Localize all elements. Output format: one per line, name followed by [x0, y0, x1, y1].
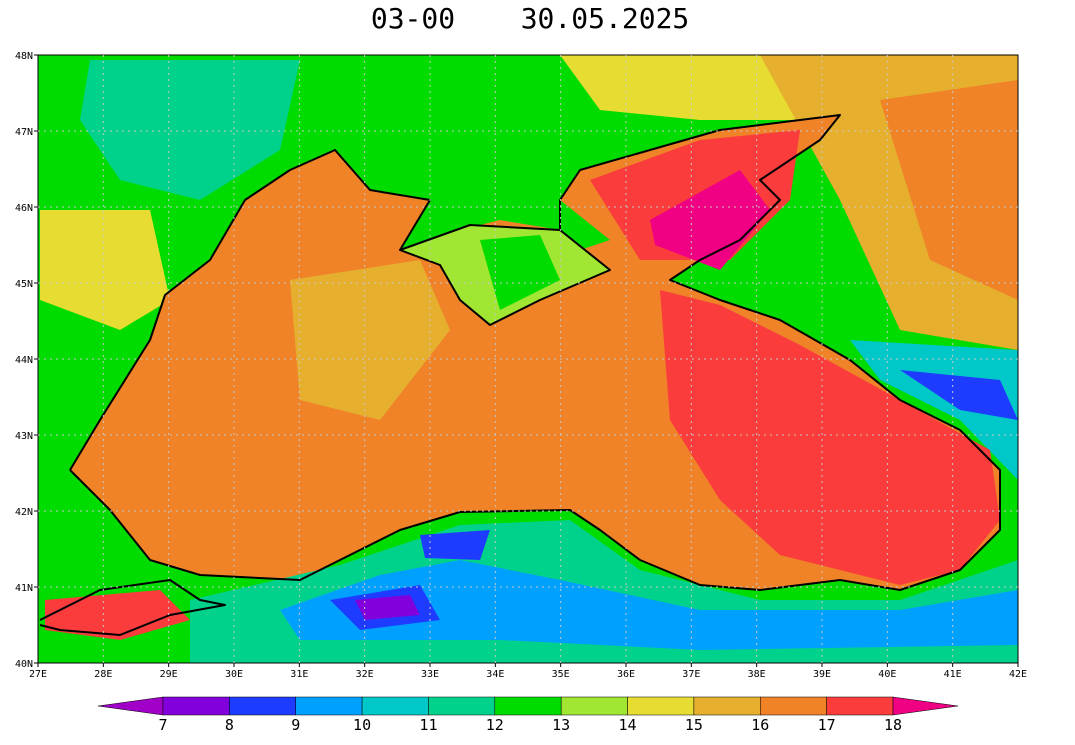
colorbar-segment — [162, 696, 230, 716]
colorbar-label: 10 — [353, 716, 371, 734]
lon-label: 36E — [617, 669, 635, 680]
colorbar-extend-high — [892, 696, 959, 716]
colorbar-label: 7 — [158, 716, 167, 734]
lon-label: 32E — [356, 669, 374, 680]
title-time: 03-00 — [371, 2, 455, 35]
colorbar-label: 8 — [225, 716, 234, 734]
colorbar-label: 13 — [552, 716, 570, 734]
field-patch — [880, 80, 1018, 300]
colorbar-segment — [295, 696, 363, 716]
field-patch — [850, 340, 1018, 480]
colorbar-segment — [229, 696, 296, 716]
field-patch — [45, 590, 190, 640]
colorbar-label: 15 — [685, 716, 703, 734]
sst-field — [38, 55, 1018, 663]
lat-label: 48N — [15, 51, 33, 62]
colorbar-label: 17 — [818, 716, 836, 734]
colorbar-segment — [627, 696, 695, 716]
lon-label: 30E — [225, 669, 243, 680]
lat-label: 42N — [15, 507, 33, 518]
lon-label: 27E — [29, 669, 47, 680]
colorbar-segment — [428, 696, 496, 716]
colorbar-segment — [560, 696, 628, 716]
field-patch — [355, 595, 420, 620]
lon-label: 29E — [160, 669, 178, 680]
colorbar: 7 8 9 10 11 12 13 14 15 16 17 18 — [97, 696, 959, 734]
lat-label: 44N — [15, 355, 33, 366]
colorbar-segment — [361, 696, 429, 716]
lat-label: 43N — [15, 431, 33, 442]
colorbar-label: 9 — [291, 716, 300, 734]
field-patch — [650, 170, 770, 270]
colorbar-label: 14 — [619, 716, 637, 734]
lat-label: 41N — [15, 583, 33, 594]
colorbar-extend-low — [97, 696, 164, 716]
lat-label: 46N — [15, 203, 33, 214]
lon-label: 34E — [486, 669, 504, 680]
lon-label: 38E — [748, 669, 766, 680]
lat-label: 45N — [15, 279, 33, 290]
colorbar-label: 11 — [419, 716, 437, 734]
field-patch — [280, 560, 1018, 650]
colorbar-segment — [826, 696, 894, 716]
lon-label: 42E — [1009, 669, 1027, 680]
colorbar-segment — [693, 696, 761, 716]
lon-label: 35E — [552, 669, 570, 680]
lon-label: 40E — [878, 669, 896, 680]
colorbar-label: 16 — [751, 716, 769, 734]
lat-label: 40N — [15, 659, 33, 670]
lon-label: 41E — [944, 669, 962, 680]
colorbar-label: 18 — [884, 716, 902, 734]
lon-label: 33E — [421, 669, 439, 680]
lon-label: 31E — [290, 669, 308, 680]
field-patch — [420, 530, 490, 560]
field-patch — [40, 210, 170, 330]
field-patch — [480, 235, 560, 310]
colorbar-segment — [494, 696, 562, 716]
field-patch — [560, 55, 820, 120]
colorbar-label: 12 — [486, 716, 504, 734]
title-date: 30.05.2025 — [521, 2, 690, 35]
lon-label: 39E — [813, 669, 831, 680]
lon-label: 37E — [682, 669, 700, 680]
field-patch — [900, 370, 1018, 420]
field-patch — [290, 260, 450, 420]
field-patch — [80, 60, 300, 200]
lat-label: 47N — [15, 127, 33, 138]
lon-label: 28E — [94, 669, 112, 680]
colorbar-segment — [760, 696, 827, 716]
